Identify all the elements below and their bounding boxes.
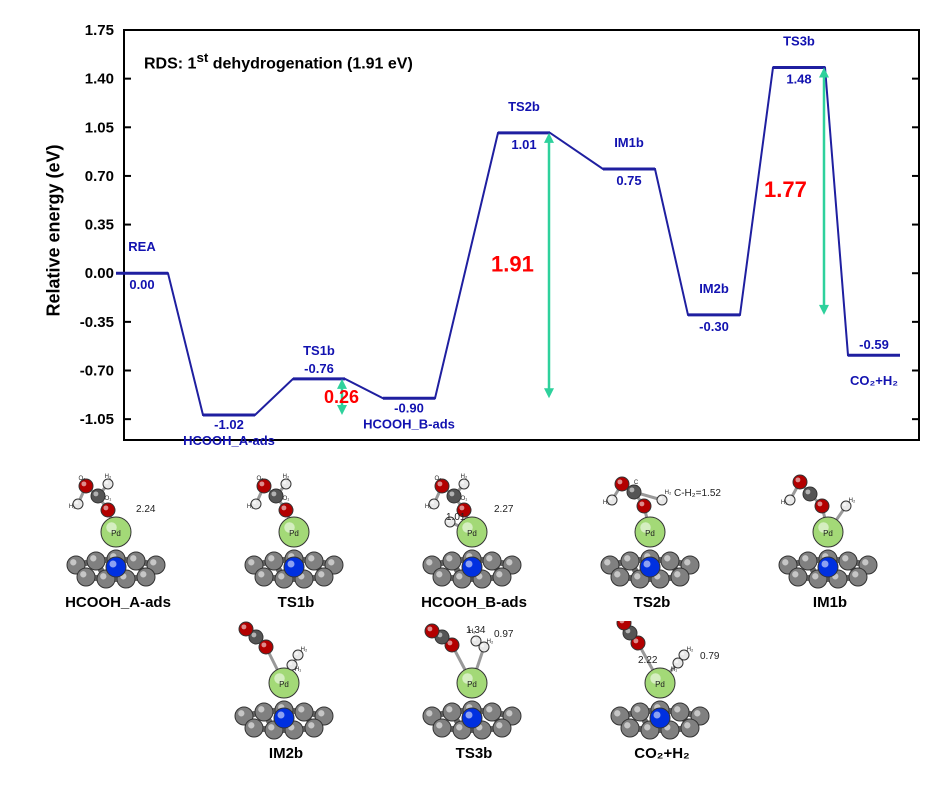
svg-text:0.35: 0.35 — [85, 217, 114, 234]
svg-text:H₁: H₁ — [671, 667, 677, 673]
svg-text:-1.05: -1.05 — [80, 411, 114, 428]
svg-text:1.75: 1.75 — [85, 22, 114, 39]
molecule-caption: CO₂+H₂ — [634, 745, 689, 762]
svg-text:Pd: Pd — [279, 680, 289, 689]
svg-text:Pd: Pd — [467, 680, 477, 689]
svg-text:IM2b: IM2b — [699, 281, 729, 296]
molecule-TS1b: Pd O₁ O₂ H₂ H₁ TS1b — [216, 470, 376, 611]
svg-text:0.79: 0.79 — [700, 651, 720, 662]
svg-text:HCOOH_A-ads: HCOOH_A-ads — [183, 433, 275, 448]
svg-text:0.00: 0.00 — [129, 277, 154, 292]
molecule-caption: HCOOH_B-ads — [421, 594, 527, 611]
svg-text:H₂: H₂ — [461, 474, 468, 480]
molecule-svg: Pd O₁ O₂ H₂ H₁ — [216, 470, 376, 590]
svg-text:Pd: Pd — [645, 529, 655, 538]
svg-text:-0.76: -0.76 — [304, 361, 334, 376]
svg-text:TS2b: TS2b — [508, 99, 540, 114]
svg-text:O₂: O₂ — [79, 476, 87, 482]
svg-text:TS1b: TS1b — [303, 343, 335, 358]
svg-text:Pd: Pd — [289, 529, 299, 538]
svg-text:H₁: H₁ — [781, 500, 787, 506]
molecule-CO2+H2: Pd H₂ H₁ 2.22 0.79 CO₂+H₂ — [582, 621, 742, 762]
svg-text:C: C — [634, 480, 639, 486]
svg-text:0.97: 0.97 — [494, 629, 514, 640]
svg-text:H₂: H₂ — [283, 474, 290, 480]
molecule-HCOOH_A-ads: Pd O₁ O₂ H₂ H₁ 2.24 HCOOH_A-ads — [38, 470, 198, 611]
svg-text:1.01: 1.01 — [446, 512, 466, 523]
molecule-IM1b: Pd H₂ H₁ IM1b — [750, 470, 910, 611]
molecule-HCOOH_B-ads: Pd O₁ O₂ H₂ H₁ 2.27 1.01 HCOOH_B-ads — [394, 470, 554, 611]
svg-text:1.48: 1.48 — [786, 72, 811, 87]
svg-text:Pd: Pd — [823, 529, 833, 538]
svg-text:0.75: 0.75 — [616, 173, 641, 188]
svg-text:Pd: Pd — [467, 529, 477, 538]
molecule-svg: Pd H₂ H₁ — [206, 621, 366, 741]
svg-text:Pd: Pd — [655, 680, 665, 689]
svg-text:H₂: H₂ — [105, 474, 112, 480]
svg-text:H₁: H₁ — [603, 500, 609, 506]
molecule-svg: Pd H₂ H₁ 2.22 0.79 — [582, 621, 742, 741]
svg-text:2.22: 2.22 — [638, 655, 658, 666]
svg-text:TS3b: TS3b — [783, 34, 815, 49]
molecule-svg: PdH₂H₁1.340.97 — [394, 621, 554, 741]
rds-annotation: RDS: 1st dehydrogenation (1.91 eV) — [144, 50, 413, 73]
svg-text:H₁: H₁ — [425, 504, 431, 510]
svg-text:O₁: O₁ — [283, 496, 290, 502]
svg-text:O₂: O₂ — [435, 476, 443, 482]
svg-text:-0.90: -0.90 — [394, 400, 424, 415]
molecule-caption: HCOOH_A-ads — [65, 594, 171, 611]
molecule-svg: Pd H₂ H₁ — [750, 470, 910, 590]
svg-text:2.24: 2.24 — [136, 504, 156, 515]
molecule-svg: Pd O₁ O₂ H₂ H₁ 2.27 1.01 — [394, 470, 554, 590]
svg-text:C-H₂=1.52: C-H₂=1.52 — [674, 488, 721, 499]
svg-text:O₁: O₁ — [105, 496, 112, 502]
svg-text:-0.35: -0.35 — [80, 314, 114, 331]
molecule-TS2b: Pd C H₂ H₁ C-H₂=1.52 TS2b — [572, 470, 732, 611]
molecule-caption: TS3b — [456, 745, 493, 762]
svg-text:REA: REA — [128, 239, 156, 254]
svg-text:2.27: 2.27 — [494, 504, 514, 515]
molecule-caption: IM1b — [813, 594, 847, 611]
svg-text:IM1b: IM1b — [614, 135, 644, 150]
svg-text:Pd: Pd — [111, 529, 121, 538]
svg-text:1.40: 1.40 — [85, 71, 114, 88]
svg-text:-1.02: -1.02 — [214, 417, 244, 432]
svg-text:H₂: H₂ — [301, 647, 308, 653]
svg-text:H₂: H₂ — [665, 490, 672, 496]
svg-text:1.91: 1.91 — [491, 252, 534, 277]
svg-text:H₁: H₁ — [247, 504, 253, 510]
molecule-gallery: PdO₁O₂H₂H₁2.24HCOOH_A-adsPdO₁O₂H₂H₁TS1bP… — [10, 470, 938, 762]
svg-text:O₁: O₁ — [461, 496, 468, 502]
molecule-caption: TS1b — [278, 594, 315, 611]
svg-text:1.05: 1.05 — [85, 119, 114, 136]
svg-text:HCOOH_B-ads: HCOOH_B-ads — [363, 416, 455, 431]
svg-text:CO₂+H₂: CO₂+H₂ — [850, 373, 898, 388]
svg-text:O₂: O₂ — [257, 476, 265, 482]
svg-text:0.26: 0.26 — [324, 387, 359, 407]
y-axis-label: Relative energy (eV) — [44, 131, 65, 331]
svg-text:H₂: H₂ — [687, 647, 694, 653]
molecule-IM2b: Pd H₂ H₁ IM2b — [206, 621, 366, 762]
energy-profile-chart: -1.05 -0.70 -0.35 0.00 0.35 0.70 1.05 1.40 1.75 R… — [14, 10, 934, 460]
molecule-svg: Pd O₁ O₂ H₂ H₁ 2.24 — [38, 470, 198, 590]
svg-text:0.70: 0.70 — [85, 168, 114, 185]
svg-text:H₂: H₂ — [849, 498, 856, 504]
molecule-caption: TS2b — [634, 594, 671, 611]
svg-text:-0.59: -0.59 — [859, 337, 889, 352]
svg-text:H₁: H₁ — [69, 504, 75, 510]
svg-text:1.77: 1.77 — [764, 177, 807, 202]
molecule-caption: IM2b — [269, 745, 303, 762]
molecule-TS3b: PdH₂H₁1.340.97TS3b — [394, 621, 554, 762]
svg-text:-0.70: -0.70 — [80, 363, 114, 380]
svg-text:-0.30: -0.30 — [699, 319, 729, 334]
molecule-svg: Pd C H₂ H₁ C-H₂=1.52 — [572, 470, 732, 590]
svg-text:1.01: 1.01 — [511, 137, 536, 152]
svg-text:H₂: H₂ — [487, 639, 494, 645]
svg-text:0.00: 0.00 — [85, 265, 114, 282]
svg-text:H₁: H₁ — [295, 667, 301, 673]
chart-svg: -1.05 -0.70 -0.35 0.00 0.35 0.70 1.05 1.40 1.75 R… — [14, 10, 934, 460]
svg-text:1.34: 1.34 — [466, 625, 486, 636]
